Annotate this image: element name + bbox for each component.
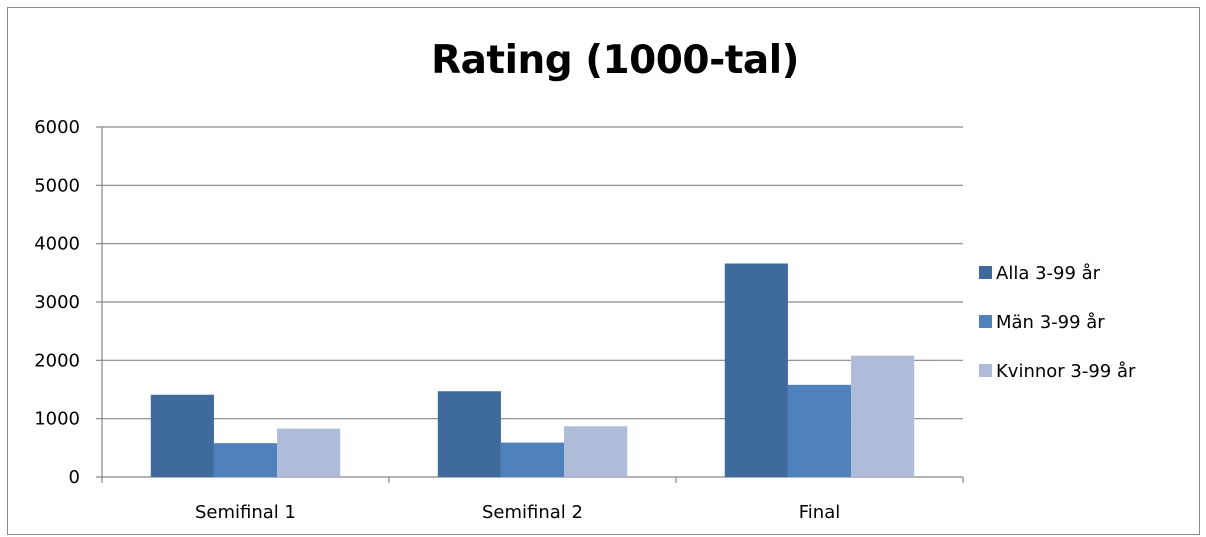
bar <box>213 443 278 477</box>
y-tick-label: 2000 <box>34 350 80 371</box>
bar <box>851 355 915 477</box>
x-tick-label: Final <box>799 502 840 523</box>
legend-swatch <box>979 266 992 279</box>
legend-swatch <box>979 315 992 328</box>
bar <box>564 426 628 477</box>
y-tick-label: 3000 <box>34 292 80 313</box>
bar <box>500 442 565 477</box>
bar <box>437 391 501 477</box>
bars <box>150 263 915 477</box>
bar <box>150 394 214 477</box>
bar <box>277 428 341 477</box>
x-tick-label: Semifinal 2 <box>482 502 583 523</box>
legend-label: Män 3-99 år <box>996 312 1105 333</box>
tick-labels: 0 1000 2000 3000 4000 5000 6000 Semifinal 1 Semi… <box>34 117 840 523</box>
legend-label: Kvinnor 3-99 år <box>996 361 1136 382</box>
y-tick-label: 6000 <box>34 117 80 138</box>
y-tick-label: 1000 <box>34 409 80 430</box>
bar <box>724 263 788 477</box>
chart-title: Rating (1000-tal) <box>431 38 799 83</box>
y-tick-label: 0 <box>69 467 80 488</box>
legend-label: Alla 3-99 år <box>996 263 1101 284</box>
grid-lines <box>102 126 963 420</box>
legend-swatch <box>979 364 992 377</box>
bar <box>787 384 852 477</box>
x-tick-label: Semifinal 1 <box>195 502 296 523</box>
y-tick-label: 4000 <box>34 234 80 255</box>
legend: Alla 3-99 år Män 3-99 år Kvinnor 3-99 år <box>979 263 1136 382</box>
y-tick-label: 5000 <box>34 175 80 196</box>
